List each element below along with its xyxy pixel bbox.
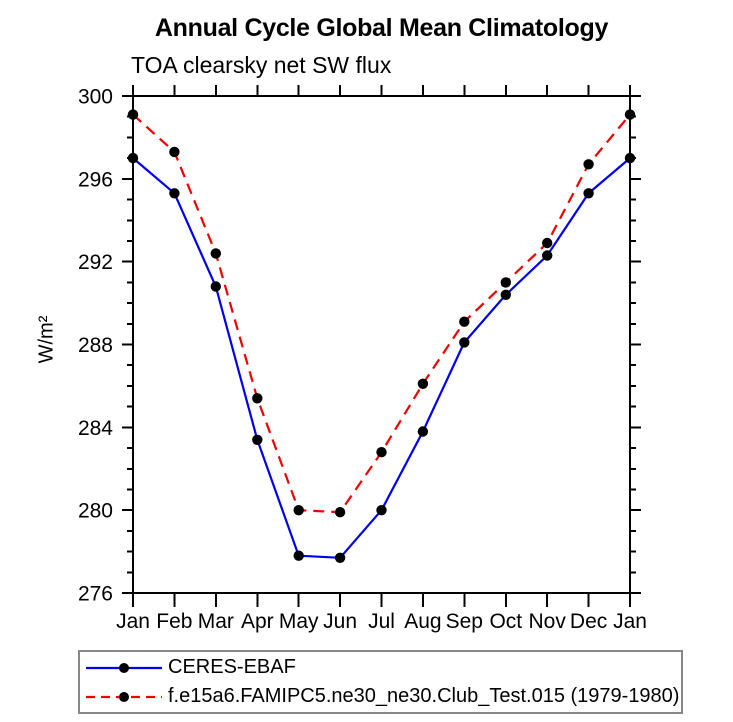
svg-text:May: May (279, 610, 319, 633)
data-point (500, 289, 511, 300)
legend-item-ceres-ebaf: CERES-EBAF (80, 655, 681, 681)
legend-item-model-run: f.e15a6.FAMIPC5.ne30_ne30.Club_Test.015 … (80, 684, 681, 710)
data-point (334, 507, 346, 518)
data-point (252, 393, 263, 404)
svg-text:280: 280 (78, 500, 113, 523)
svg-text:300: 300 (78, 86, 113, 109)
svg-text:Feb: Feb (156, 610, 192, 633)
x-axis-tick-labels: Jan Feb Mar Apr May Jun Jul Aug Sep Oct Nov Dec Jan (116, 610, 647, 633)
series-line-0 (132, 157, 631, 559)
x-axis-ticks (132, 85, 631, 607)
series-markers-1 (127, 109, 636, 518)
svg-text:Dec: Dec (570, 610, 607, 633)
data-point (459, 316, 470, 327)
data-point (169, 188, 180, 199)
legend-box: CERES-EBAF f.e15a6.FAMIPC5.ne30_ne30.Clu… (78, 650, 683, 714)
svg-text:Jun: Jun (323, 610, 357, 633)
plot-frame (132, 95, 631, 594)
data-point (624, 109, 636, 120)
svg-text:Apr: Apr (241, 610, 274, 633)
data-point (127, 152, 139, 164)
svg-text:296: 296 (78, 168, 113, 191)
series-markers-0 (127, 152, 636, 563)
data-point (417, 378, 429, 389)
svg-text:Aug: Aug (404, 610, 441, 633)
data-point (583, 159, 594, 170)
data-point (500, 277, 511, 288)
chart-subtitle: TOA clearsky net SW flux (131, 52, 392, 78)
svg-text:Sep: Sep (446, 610, 483, 633)
data-point (169, 146, 180, 158)
data-point (542, 250, 553, 261)
svg-text:Jul: Jul (368, 610, 395, 633)
data-point (624, 152, 636, 164)
legend-label: CERES-EBAF (168, 656, 296, 678)
legend-label: f.e15a6.FAMIPC5.ne30_ne30.Club_Test.015 … (168, 685, 680, 707)
data-point (417, 426, 429, 437)
data-point (210, 281, 221, 292)
svg-text:Jan: Jan (116, 610, 150, 633)
chart-title: Annual Cycle Global Mean Climatology (154, 14, 609, 42)
legend-swatch-dashed-line-dot (86, 691, 162, 702)
data-point (376, 505, 387, 516)
data-point (542, 237, 553, 249)
y-axis-tick-labels: 276 280 284 288 292 296 300 (78, 86, 113, 606)
svg-text:288: 288 (78, 334, 113, 357)
svg-text:284: 284 (78, 417, 113, 440)
data-point (334, 552, 346, 563)
legend-swatch-solid-line-dot (86, 662, 162, 673)
data-point (293, 550, 304, 561)
svg-text:276: 276 (78, 583, 113, 606)
svg-text:292: 292 (78, 251, 113, 274)
data-point (252, 434, 263, 445)
data-point (293, 505, 304, 516)
svg-text:Mar: Mar (198, 610, 234, 633)
data-point (583, 188, 594, 199)
svg-text:Jan: Jan (613, 610, 647, 633)
data-point (210, 248, 221, 259)
y-axis-ticks (122, 95, 641, 594)
data-point (127, 109, 139, 120)
data-point (376, 447, 387, 458)
data-point (459, 337, 470, 348)
svg-text:Oct: Oct (489, 610, 522, 633)
svg-text:Nov: Nov (529, 610, 567, 633)
